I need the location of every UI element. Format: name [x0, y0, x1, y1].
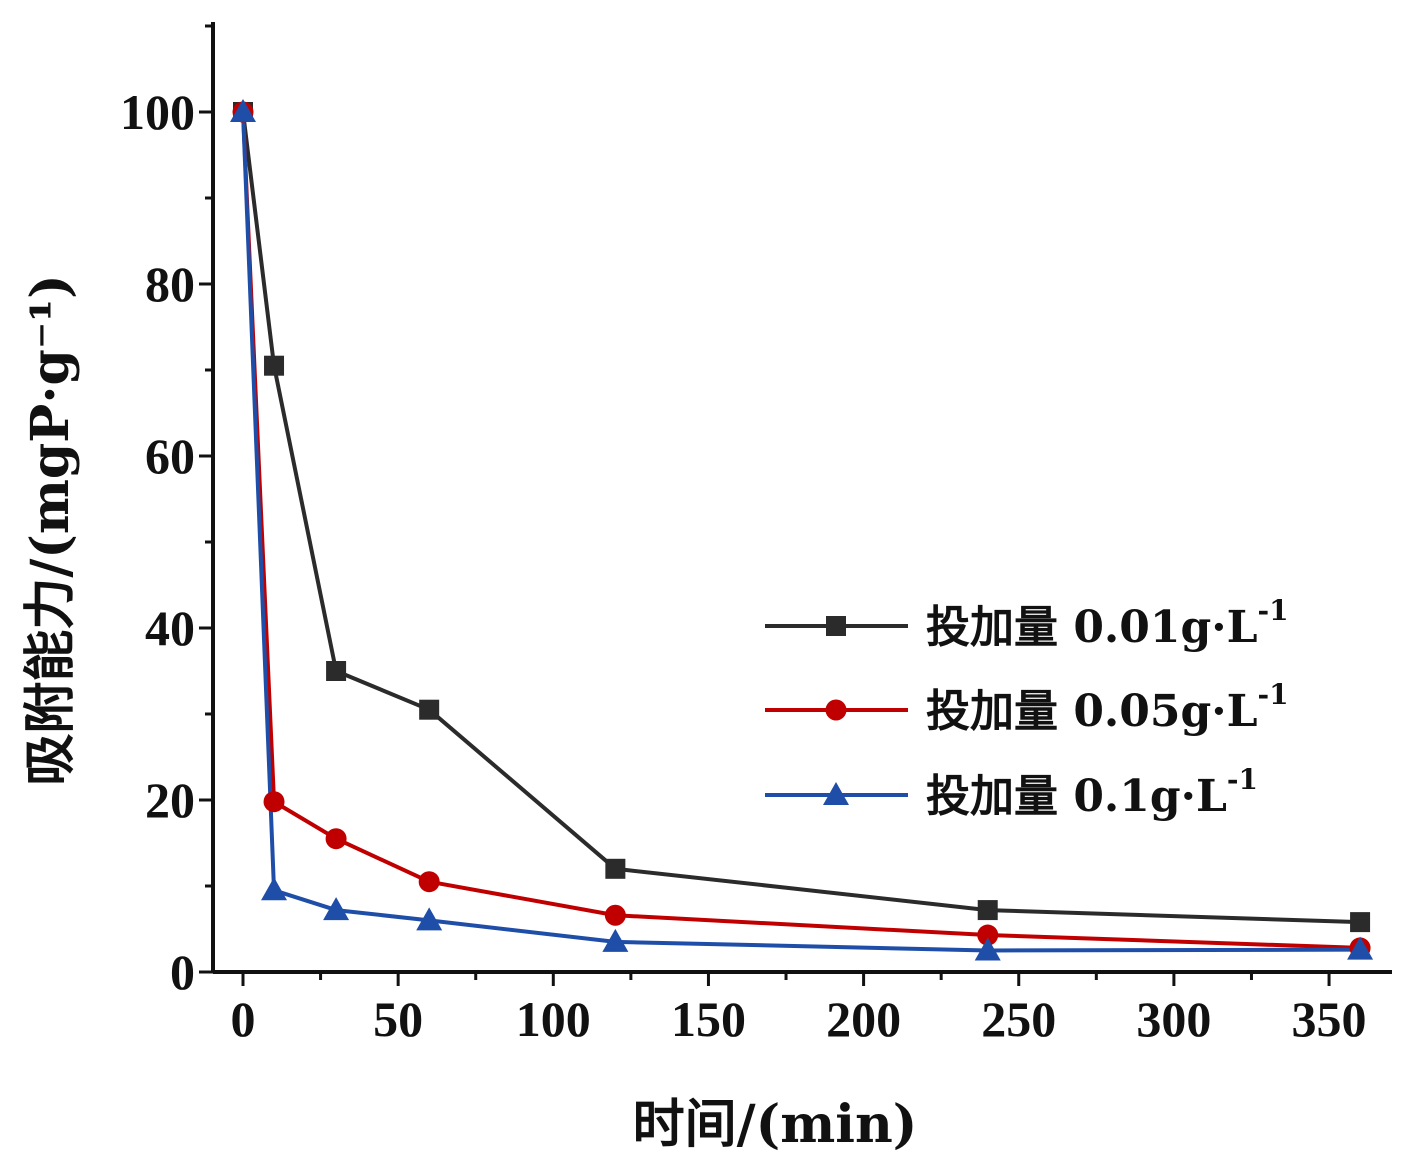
data-point-s3: [602, 928, 629, 952]
data-point-s3: [230, 99, 256, 122]
legend-label-text: 投加量 0.01g·L: [926, 602, 1258, 653]
data-point-s3: [974, 937, 1001, 961]
series-line-3: [241, 111, 1361, 953]
y-axis-title: 吸附能力/(mgP·g⁻¹): [20, 274, 81, 785]
data-point-s1: [419, 699, 440, 720]
data-point-s2: [604, 904, 626, 926]
x-tick-label: 150: [671, 991, 746, 1047]
legend-label-text: 投加量 0.1g·L: [926, 771, 1227, 822]
x-tick-label: 0: [231, 991, 256, 1047]
data-point-s1: [1350, 912, 1371, 933]
x-tick-label: 200: [826, 991, 901, 1047]
legend-label-superscript: -1: [1227, 763, 1258, 796]
data-point-s2: [263, 791, 285, 813]
y-tick-label: 100: [120, 84, 195, 140]
data-series: [230, 99, 1374, 961]
data-point-s3: [1347, 936, 1374, 960]
data-point-s1: [264, 355, 285, 376]
axis-ticks: 0 20 40 60 80 100 0 50 100 150 200 250 300 350: [120, 24, 1367, 1047]
x-tick-label: 350: [1292, 991, 1367, 1047]
y-tick-label: 40: [145, 600, 195, 656]
legend-label-superscript: -1: [1258, 594, 1289, 627]
legend-label-1: 投加量 0.01g·L-1: [926, 594, 1289, 653]
data-point-s3: [261, 877, 288, 901]
legend-label-2: 投加量 0.05g·L-1: [926, 678, 1289, 737]
x-tick-label: 300: [1136, 991, 1211, 1047]
data-point-s2: [977, 924, 999, 946]
y-tick-label: 0: [170, 944, 195, 1000]
y-tick-label: 80: [145, 256, 195, 312]
legend-marker-3: [823, 782, 849, 805]
data-point-s3: [323, 897, 350, 921]
series-line-2: [241, 111, 1361, 950]
data-point-s1: [326, 661, 347, 681]
x-axis-title: 时间/(min): [633, 1094, 918, 1155]
legend-label-3: 投加量 0.1g·L-1: [926, 763, 1258, 822]
data-point-s2: [418, 871, 440, 893]
data-point-s3: [416, 907, 443, 931]
data-point-s2: [325, 828, 347, 850]
x-tick-label: 100: [516, 991, 591, 1047]
data-point-s1: [605, 858, 626, 879]
legend-marker-1: [826, 616, 846, 636]
legend-label-superscript: -1: [1258, 678, 1289, 711]
y-tick-label: 60: [145, 428, 195, 484]
y-tick-label: 20: [145, 772, 195, 828]
legend-label-text: 投加量 0.05g·L: [926, 686, 1258, 737]
data-point-s1: [977, 900, 998, 921]
x-tick-label: 250: [981, 991, 1056, 1047]
legend-marker-2: [825, 699, 847, 721]
x-tick-label: 50: [373, 991, 423, 1047]
axes: [211, 22, 1392, 974]
